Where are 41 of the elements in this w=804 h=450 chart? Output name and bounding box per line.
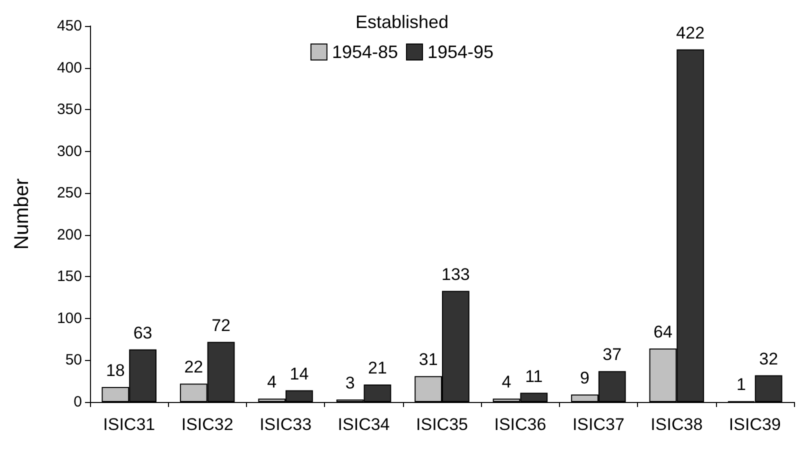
data-label: 32	[759, 349, 778, 368]
data-label: 21	[368, 358, 387, 378]
data-label: 133	[442, 264, 470, 284]
x-tick-label: ISIC36	[494, 415, 546, 434]
data-label: 72	[212, 316, 230, 335]
x-tick-label: ISIC37	[572, 415, 624, 434]
y-tick-label: 0	[74, 394, 82, 410]
y-tick-label: 50	[65, 352, 82, 369]
data-label: 3	[345, 373, 355, 392]
data-label: 31	[418, 350, 438, 370]
data-label: 422	[676, 23, 705, 42]
data-label: 9	[580, 368, 590, 388]
y-tick-label: 200	[56, 226, 82, 244]
y-tick-label: 350	[56, 101, 82, 118]
x-tick-label: ISIC31	[103, 415, 156, 434]
y-tick-label: 250	[56, 184, 82, 202]
x-tick-label: ISIC39	[728, 415, 781, 434]
data-label: 64	[654, 322, 672, 342]
y-tick-label: 400	[56, 59, 82, 76]
x-tick-label: ISIC34	[338, 415, 390, 434]
data-label: 4	[502, 372, 512, 392]
data-label: 1	[736, 375, 746, 394]
y-tick-label: 100	[56, 310, 82, 327]
y-tick-label: 300	[56, 142, 82, 160]
legend-label: 1954-85	[332, 42, 398, 62]
data-label: 37	[602, 345, 622, 364]
legend-label: 1954-95	[428, 42, 494, 62]
x-tick-label: ISIC33	[260, 415, 312, 434]
data-label: 18	[106, 360, 125, 380]
data-label: 11	[525, 366, 543, 386]
x-tick-label: ISIC32	[181, 415, 234, 434]
data-label: 63	[133, 323, 152, 342]
y-axis-title: Number	[11, 178, 33, 250]
legend-title: Established	[355, 12, 449, 32]
x-tick-label: ISIC38	[650, 415, 703, 434]
data-label: 22	[184, 358, 204, 377]
y-tick-label: 150	[56, 268, 82, 286]
y-tick-label: 450	[56, 18, 82, 34]
x-tick-label: ISIC35	[416, 415, 468, 434]
data-label: 14	[290, 364, 309, 384]
data-label: 4	[267, 372, 277, 392]
